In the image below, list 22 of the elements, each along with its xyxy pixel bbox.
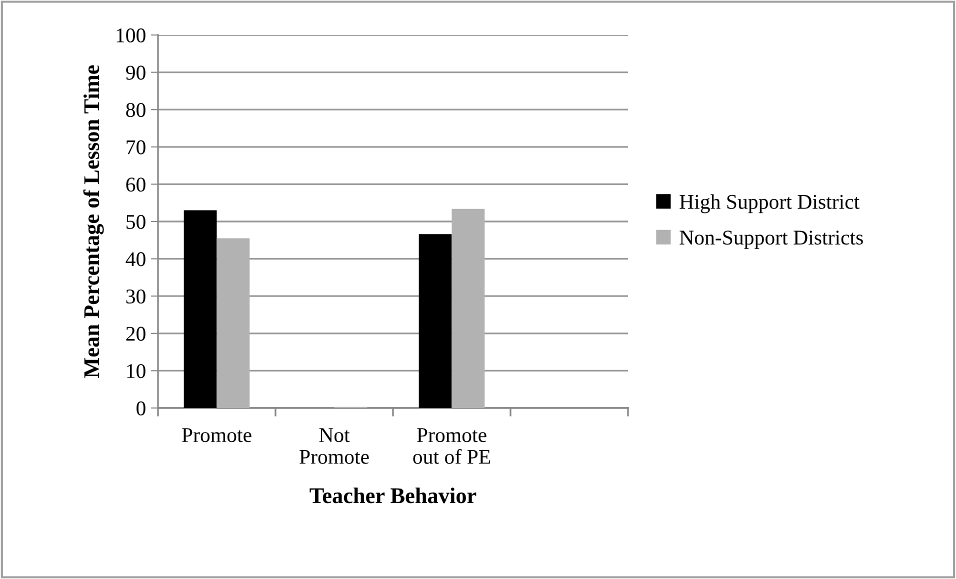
- y-tick-label: 20: [126, 326, 146, 341]
- legend-label: High Support District: [680, 194, 860, 214]
- y-tick-label: 80: [126, 102, 146, 118]
- x-tick-label: Promote out of PE: [413, 428, 490, 464]
- y-tick-label: 100: [116, 28, 146, 42]
- y-tick-label: 0: [136, 401, 146, 416]
- y-tick-label: 30: [126, 289, 146, 304]
- legend-label: Non-Support Districts: [680, 230, 863, 249]
- x-axis-title: Teacher Behavior: [310, 488, 476, 504]
- y-tick-label: 40: [126, 252, 146, 266]
- y-axis-title: Mean Percentage of Lesson Time: [83, 65, 104, 378]
- y-tick-label: 90: [126, 66, 146, 80]
- y-tick-label: 10: [127, 364, 146, 378]
- y-tick-label: 60: [126, 178, 146, 192]
- bar: [216, 238, 250, 408]
- y-tick-label: 50: [126, 214, 146, 229]
- bar: [452, 208, 485, 408]
- x-tick-label: Promote: [182, 428, 252, 442]
- y-tick-label: 70: [126, 140, 146, 154]
- bar: [184, 210, 217, 408]
- bar: [418, 234, 452, 408]
- x-tick-label: Not Promote: [300, 428, 369, 464]
